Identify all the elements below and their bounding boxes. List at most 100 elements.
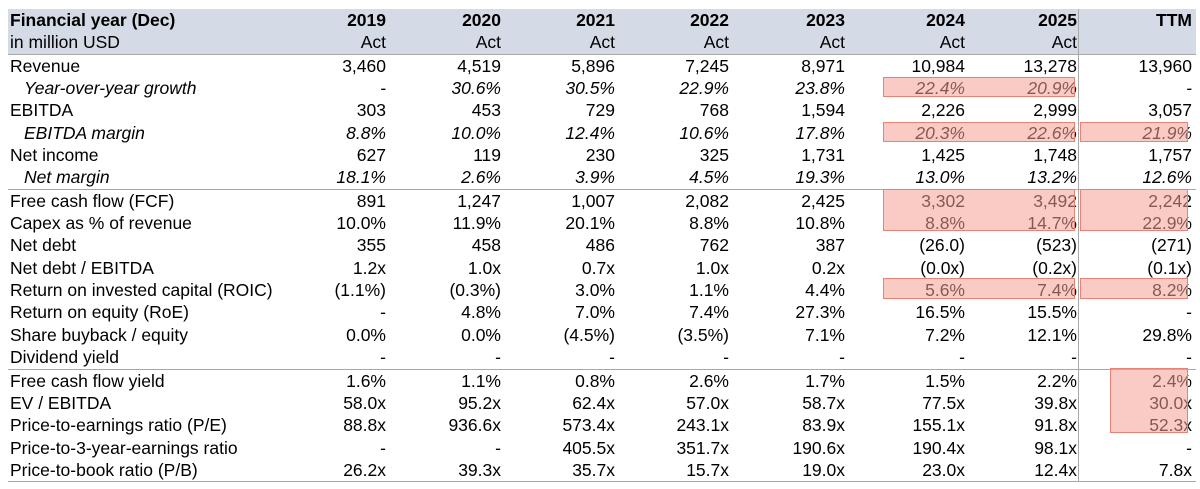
highlight-box [883, 77, 1075, 98]
table-row: Net debt 355 458 486 762 387 (26.0) (523) (271) [8, 234, 1196, 256]
row-label: Revenue [10, 55, 81, 76]
table-cell: 325 [699, 145, 729, 166]
table-cell: (26.0) [919, 235, 965, 256]
table-cell: 155.1x [912, 415, 965, 436]
table-cell: 17.8% [795, 122, 845, 143]
table-cell: 16.5% [915, 302, 965, 323]
table-cell: (4.5%) [563, 324, 615, 345]
actual-label: Act [589, 32, 615, 53]
table-cell: - [380, 78, 386, 99]
table-cell: 486 [585, 235, 615, 256]
table-cell: 1,425 [921, 145, 965, 166]
table-cell: 1.1% [689, 280, 729, 301]
table-row: Net debt / EBITDA 1.2x 1.0x 0.7x 1.0x 0.2x (0.… [8, 257, 1196, 279]
table-cell: 12.1% [1027, 324, 1077, 345]
table-cell: 2.6% [689, 370, 729, 391]
table-cell: 0.8% [575, 370, 615, 391]
row-label: Share buyback / equity [10, 324, 189, 345]
table-cell: - [380, 437, 386, 458]
actual-label: Act [703, 32, 729, 53]
table-cell: 29.8% [1142, 324, 1192, 345]
year-header: 2019 [347, 10, 386, 30]
table-cell: 10.8% [795, 213, 845, 234]
row-label: Return on invested capital (ROIC) [10, 280, 273, 301]
table-body: Revenue 3,460 4,519 5,896 7,245 8,971 10,984 13… [8, 53, 1196, 483]
table-cell: - [609, 347, 615, 368]
table-cell: - [380, 347, 386, 368]
row-label: EV / EBITDA [10, 392, 112, 413]
table-cell: - [839, 347, 845, 368]
highlight-box [883, 188, 1075, 232]
table-cell: 26.2x [343, 459, 386, 480]
highlight-box [1080, 121, 1188, 143]
table-cell: - [1186, 437, 1192, 458]
table-cell: 230 [585, 145, 615, 166]
table-cell: 10.0% [336, 213, 386, 234]
table-cell: 2,425 [801, 190, 845, 211]
table-cell: 2.6% [461, 167, 501, 188]
table-cell: 2,999 [1033, 100, 1077, 121]
table-cell: 303 [356, 100, 386, 121]
table-cell: 91.8x [1034, 415, 1077, 436]
ttm-divider [1078, 9, 1079, 483]
table-cell: 1.6% [346, 370, 386, 391]
table-cell: 891 [356, 190, 386, 211]
table-cell: 0.0% [461, 324, 501, 345]
table-cell: 2.2% [1037, 370, 1077, 391]
table-cell: 1.1% [461, 370, 501, 391]
table-cell: 13,960 [1138, 55, 1192, 76]
row-label: Net debt [10, 235, 77, 256]
table-cell: 190.4x [912, 437, 965, 458]
table-cell: 351.7x [676, 437, 729, 458]
table-cell: 3.0% [575, 280, 615, 301]
header-subtitle: in million USD [10, 32, 120, 53]
table-cell: 7.1% [805, 324, 845, 345]
table-cell: (1.1%) [334, 280, 386, 301]
table-cell: 936.6x [448, 415, 501, 436]
row-label: EBITDA margin [24, 122, 145, 143]
table-cell: 57.0x [686, 392, 729, 413]
actual-label: Act [939, 32, 965, 53]
table-cell: 729 [585, 100, 615, 121]
table-cell: 8,971 [801, 55, 845, 76]
table-row: Price-to-3-year-earnings ratio - - 405.5x 35… [8, 437, 1196, 459]
table-cell: 10.6% [679, 122, 729, 143]
row-label: EBITDA [10, 100, 74, 121]
table-cell: (271) [1151, 235, 1192, 256]
table-row: Dividend yield - - - - - - - - [8, 346, 1196, 368]
table-cell: 18.1% [336, 167, 386, 188]
year-header: 2025 [1038, 10, 1077, 30]
actual-label: Act [1051, 32, 1077, 53]
table-cell: 0.2x [811, 257, 845, 278]
table-cell: 8.8% [346, 122, 386, 143]
table-cell: 5,896 [571, 55, 615, 76]
year-header: 2023 [806, 10, 845, 30]
table-cell: 62.4x [572, 392, 615, 413]
table-row: Share buyback / equity 0.0% 0.0% (4.5%) (3.5… [8, 324, 1196, 346]
table-cell: 7.4% [689, 302, 729, 323]
table-cell: - [495, 437, 501, 458]
table-cell: 10.0% [451, 122, 501, 143]
row-label: Price-to-book ratio (P/B) [10, 459, 198, 480]
table-cell: 7,245 [685, 55, 729, 76]
table-cell: 1,007 [571, 190, 615, 211]
table-cell: - [1186, 78, 1192, 99]
table-cell: 627 [356, 145, 386, 166]
table-cell: 1.0x [695, 257, 729, 278]
table-cell: 58.7x [802, 392, 845, 413]
table-cell: (0.0x) [920, 257, 965, 278]
table-cell: - [723, 347, 729, 368]
year-header: 2021 [576, 10, 615, 30]
table-cell: 13.2% [1027, 167, 1077, 188]
table-row: Price-to-book ratio (P/B) 26.2x 39.3x 35.7x… [8, 459, 1196, 483]
row-label: Free cash flow yield [10, 370, 165, 391]
table-cell: 243.1x [676, 415, 729, 436]
table-cell: 3,057 [1148, 100, 1192, 121]
highlight-box [883, 121, 1075, 143]
actual-label: Act [819, 32, 845, 53]
table-row: Return on equity (RoE) - 4.8% 7.0% 7.4% 27.3%… [8, 301, 1196, 323]
table-cell: 19.3% [795, 167, 845, 188]
row-label: Price-to-earnings ratio (P/E) [10, 415, 227, 436]
row-label: Net debt / EBITDA [10, 257, 154, 278]
table-cell: 10,984 [911, 55, 965, 76]
